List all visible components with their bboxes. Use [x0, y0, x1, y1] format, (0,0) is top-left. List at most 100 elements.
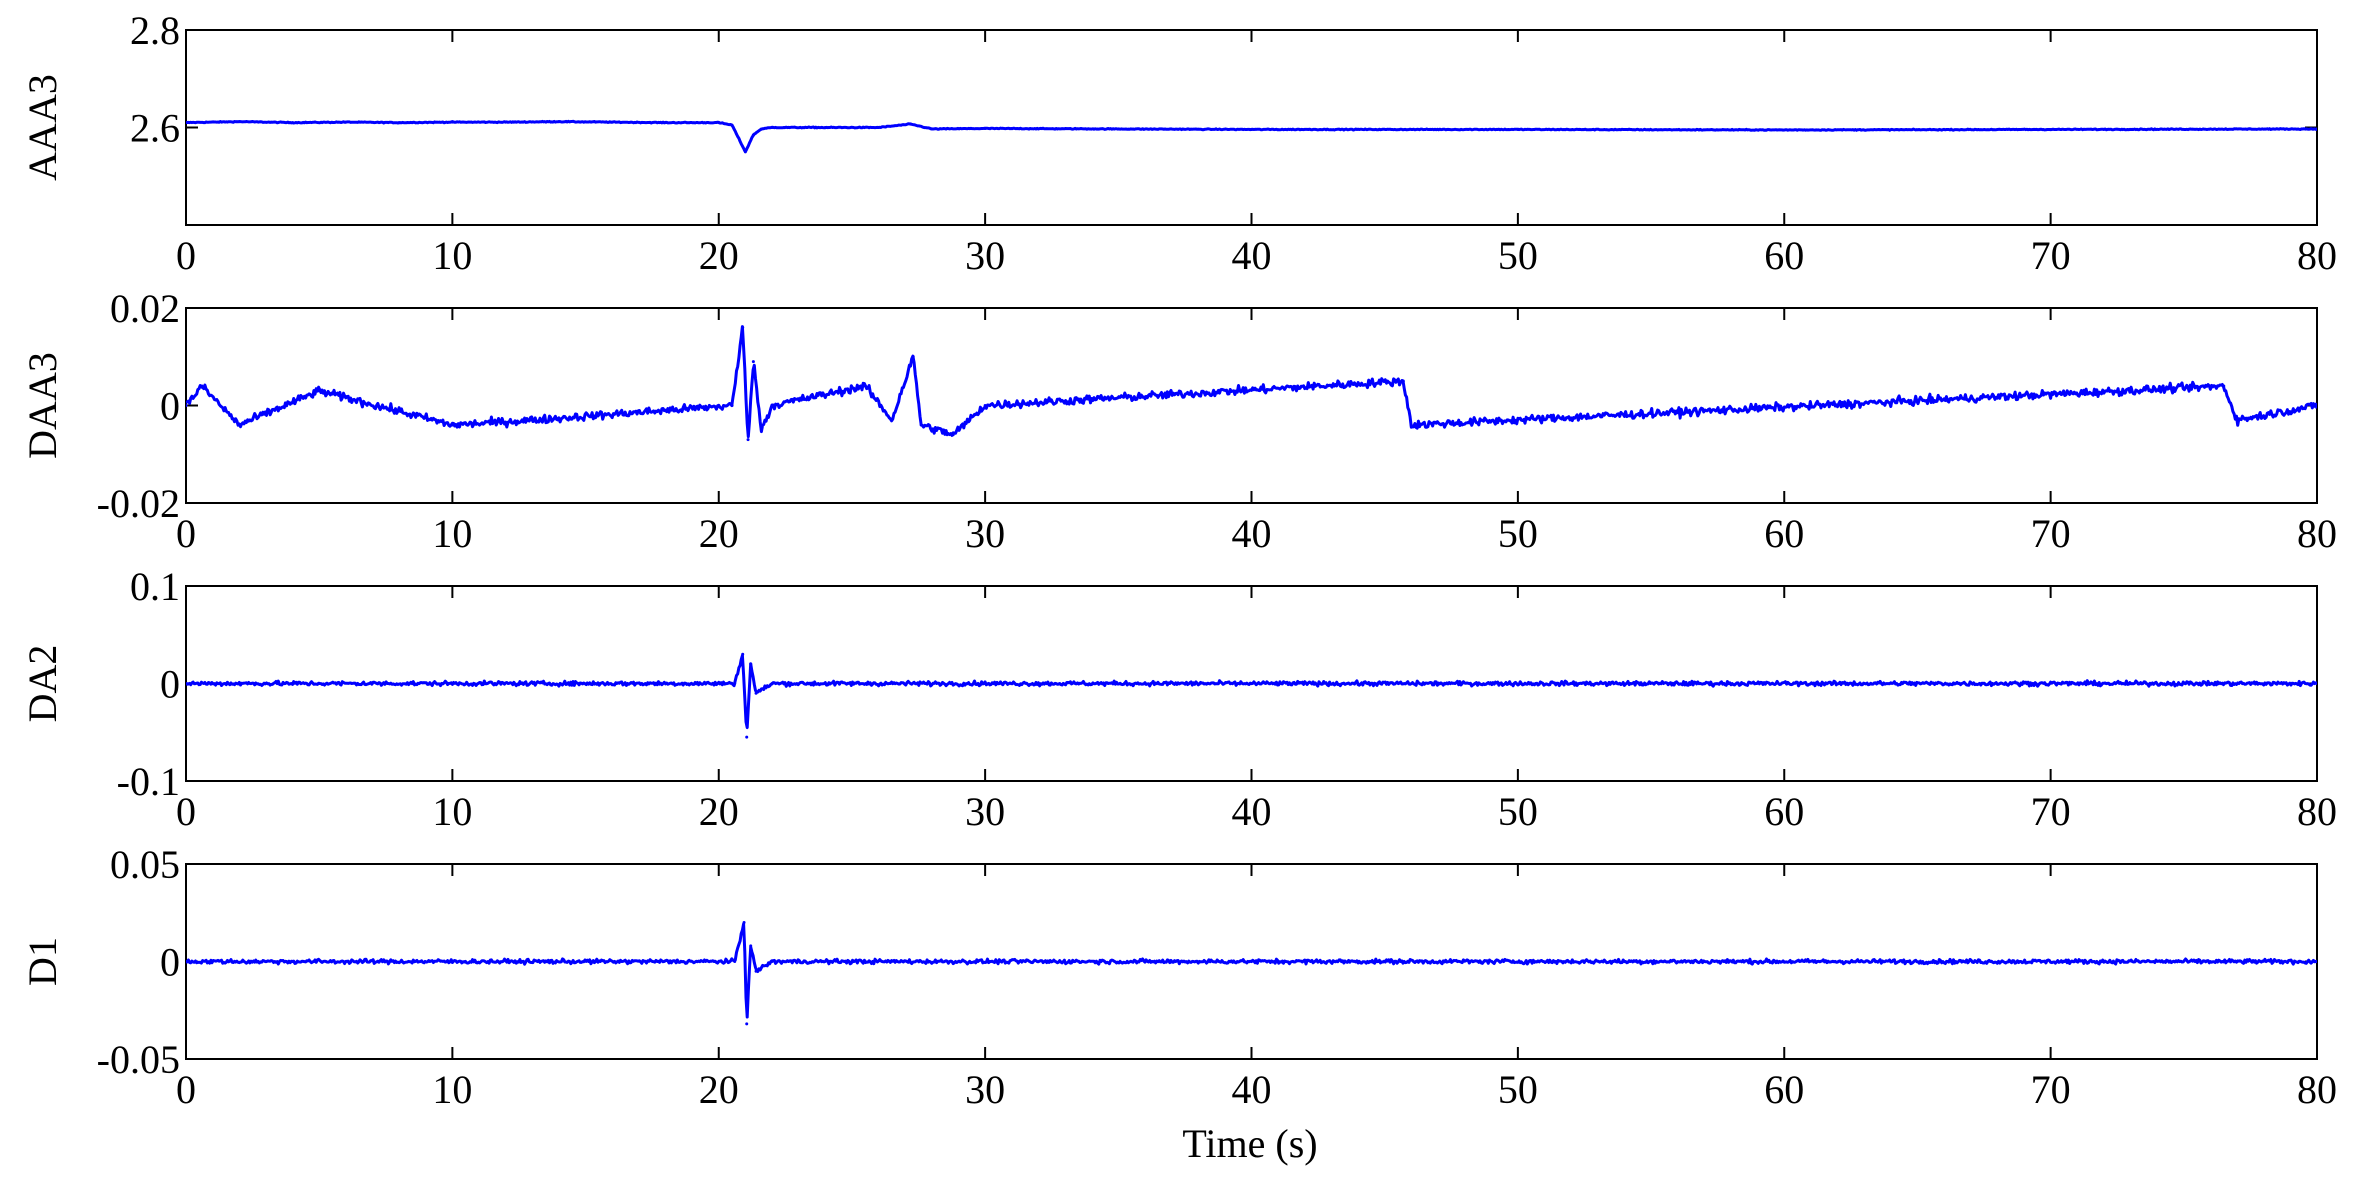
- data-point: [749, 944, 753, 948]
- data-point: [317, 389, 321, 393]
- x-tick-label: 80: [2297, 789, 2337, 834]
- data-point: [2315, 127, 2317, 131]
- data-point: [1782, 128, 1786, 132]
- x-tick-label: 40: [1232, 1067, 1272, 1112]
- x-tick-label: 0: [176, 511, 196, 556]
- x-tick-label: 20: [699, 1067, 739, 1112]
- data-point: [919, 423, 923, 427]
- subplot-1: 0 10 20 30 40 50 60 70 80 2.6 2.8 AAA3: [20, 8, 2337, 278]
- x-tick-label: 10: [432, 789, 472, 834]
- y-tick-label: 0.1: [130, 564, 180, 609]
- data-point: [741, 326, 745, 329]
- data-point: [759, 127, 763, 131]
- x-tick-label: 0: [176, 233, 196, 278]
- data-point: [186, 682, 188, 685]
- x-tick-label: 70: [2031, 1067, 2071, 1112]
- data-point: [663, 121, 667, 125]
- data-point: [951, 433, 955, 437]
- x-tick-label: 60: [1764, 1067, 1804, 1112]
- data-point: [1409, 423, 1413, 427]
- data-point: [1401, 379, 1405, 383]
- data-point: [733, 682, 737, 685]
- data-point: [1250, 127, 1253, 131]
- data-point: [890, 418, 894, 422]
- x-tick-label: 50: [1498, 789, 1538, 834]
- y-tick-label: 0: [160, 940, 180, 985]
- data-point: [530, 418, 534, 422]
- x-tick-label: 10: [432, 1067, 472, 1112]
- data-point: [730, 123, 734, 127]
- data-point: [237, 423, 241, 427]
- series-line-1: [186, 654, 2317, 730]
- data-point: [754, 691, 758, 695]
- data-point: [186, 404, 188, 407]
- data-point: [186, 121, 188, 125]
- y-axis-label: DAA3: [20, 352, 65, 459]
- x-axis-label: Time (s): [1182, 1121, 1317, 1166]
- data-point: [2315, 960, 2317, 963]
- x-tick-label: 40: [1232, 511, 1272, 556]
- data-point: [2315, 682, 2317, 685]
- x-tick-label: 70: [2031, 789, 2071, 834]
- x-tick-label: 30: [965, 789, 1005, 834]
- data-point: [983, 404, 987, 407]
- data-point: [504, 120, 508, 124]
- x-tick-label: 80: [2297, 511, 2337, 556]
- x-tick-label: 80: [2297, 1067, 2337, 1112]
- y-tick-label: -0.05: [97, 1037, 180, 1082]
- x-tick-label: 40: [1232, 789, 1272, 834]
- data-point: [730, 404, 734, 407]
- y-tick-label: 0.02: [110, 286, 180, 331]
- x-tick-label: 10: [432, 233, 472, 278]
- data-point: [770, 960, 774, 963]
- y-tick-label: 0: [160, 384, 180, 429]
- data-point: [983, 126, 987, 130]
- y-tick-label: 0: [160, 662, 180, 707]
- data-point: [186, 960, 188, 963]
- x-tick-label: 50: [1498, 233, 1538, 278]
- series-line-1: [186, 119, 2317, 153]
- x-tick-label: 0: [176, 1067, 196, 1112]
- data-point: [877, 126, 881, 129]
- data-point: [2315, 404, 2317, 407]
- y-axis-label: AAA3: [20, 74, 65, 181]
- data-point: [237, 120, 241, 124]
- y-tick-label: 0.05: [110, 842, 180, 887]
- x-tick-label: 30: [965, 511, 1005, 556]
- series-line-1: [186, 325, 2317, 439]
- data-point: [863, 384, 867, 388]
- x-tick-label: 40: [1232, 233, 1272, 278]
- data-point: [909, 122, 913, 126]
- data-point: [450, 120, 454, 124]
- data-point: [344, 120, 348, 124]
- x-tick-label: 70: [2031, 511, 2071, 556]
- data-point: [291, 121, 295, 125]
- x-tick-label: 60: [1764, 233, 1804, 278]
- data-point: [741, 652, 745, 656]
- data-point: [823, 126, 827, 129]
- data-point: [770, 126, 774, 129]
- subplot-panels: 0 10 20 30 40 50 60 70 80 2.6 2.8 AAA3 0 10 20 30 40 50 60…: [20, 8, 2337, 1112]
- x-tick-label: 80: [2297, 233, 2337, 278]
- series-line-1: [186, 922, 2317, 1019]
- data-point: [759, 428, 763, 432]
- plot-area-frame: [185, 307, 2318, 504]
- x-tick-label: 50: [1498, 511, 1538, 556]
- data-point: [610, 120, 614, 124]
- data-point: [745, 735, 749, 739]
- data-point: [770, 682, 774, 685]
- data-point: [930, 127, 934, 131]
- x-tick-label: 20: [699, 789, 739, 834]
- x-tick-label: 20: [699, 233, 739, 278]
- data-point: [749, 662, 753, 666]
- y-axis-label: DA2: [20, 645, 65, 723]
- y-axis-label: D1: [20, 937, 65, 986]
- data-point: [397, 121, 401, 125]
- x-tick-label: 60: [1764, 789, 1804, 834]
- plot-area-frame: [185, 29, 2318, 226]
- data-point: [2049, 127, 2053, 131]
- y-tick-label: -0.02: [97, 481, 180, 526]
- data-point: [557, 120, 561, 124]
